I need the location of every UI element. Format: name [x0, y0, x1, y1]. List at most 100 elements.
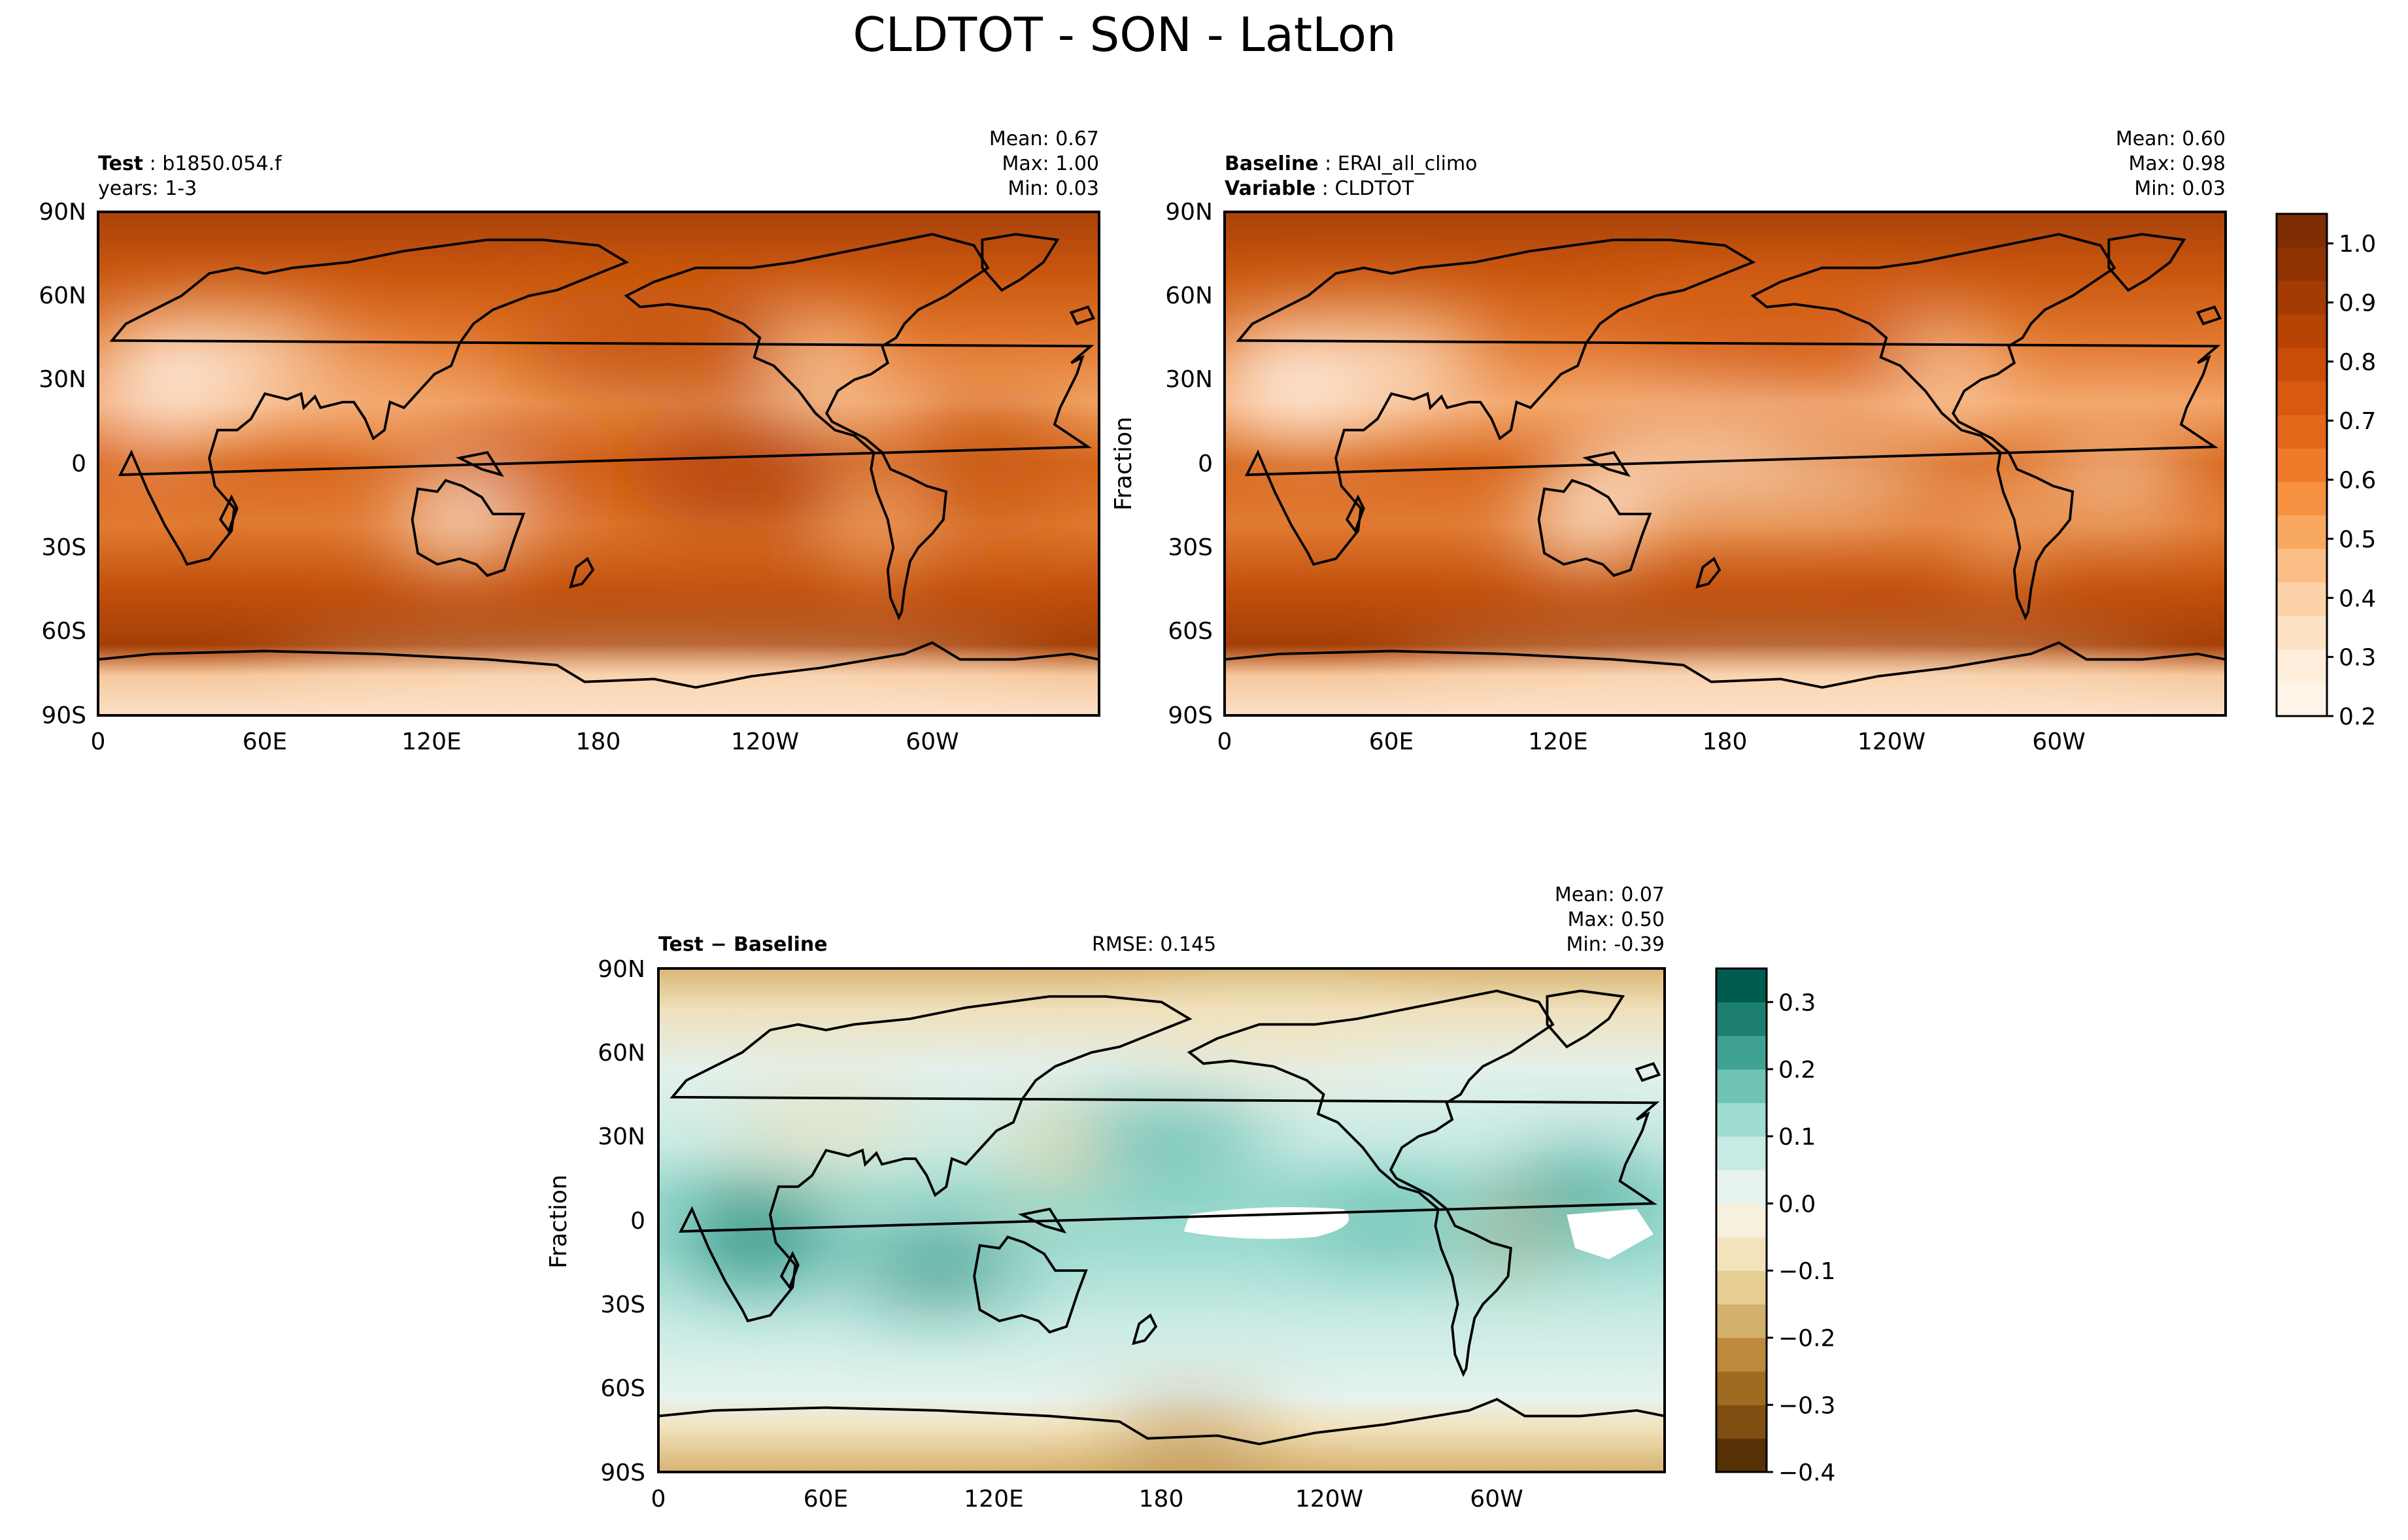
baseline-lat-tick: 60N: [1165, 282, 1213, 309]
baseline-max: Max: 0.98: [2129, 152, 2226, 175]
baseline-lon-tick: 60E: [1369, 728, 1414, 755]
colorbar-diff-tick-label: 0.2: [1778, 1057, 1816, 1084]
colorbar-diff-band: [1716, 1002, 1767, 1036]
test-mean: Mean: 0.67: [989, 128, 1099, 150]
colorbar-top-band: [2277, 682, 2327, 717]
baseline-min: Min: 0.03: [2134, 177, 2226, 200]
colorbar-diff-band: [1716, 1438, 1767, 1473]
test-min: Min: 0.03: [1008, 177, 1099, 200]
panel-baseline: Baseline : ERAI_all_climo Variable : CLD…: [1110, 128, 2227, 755]
baseline-lat-ticks: 90N 60N 30N 0 30S 60S 90S: [1165, 199, 1213, 729]
colorbar-top-tick-label: 0.3: [2339, 645, 2376, 672]
baseline-variable-key: Variable: [1225, 177, 1315, 200]
baseline-label-key: Baseline: [1225, 152, 1319, 175]
test-lat-tick: 30S: [41, 534, 86, 561]
baseline-lat-tick: 60S: [1168, 618, 1213, 645]
diff-max: Max: 0.50: [1568, 908, 1665, 931]
colorbar-top-band: [2277, 649, 2327, 683]
test-years: years: 1-3: [98, 177, 197, 200]
colorbar-top-tick-label: 0.6: [2339, 468, 2376, 494]
colorbar-diff-band: [1716, 968, 1767, 1002]
diff-rmse: RMSE: 0.145: [1092, 933, 1216, 956]
colorbar-diff-tick-label: 0.3: [1778, 989, 1816, 1016]
diff-lon-tick: 120W: [1295, 1486, 1363, 1513]
test-lat-tick: 60N: [39, 282, 86, 309]
colorbar-diff-band: [1716, 1170, 1767, 1204]
colorbar-diff-band: [1716, 1136, 1767, 1171]
colorbar-top: 0.2 0.3 0.4 0.5 0.6 0.7 0.8 0.9 1.0: [2275, 213, 2376, 730]
test-lat-tick: 90S: [41, 702, 86, 729]
colorbar-top-band: [2277, 214, 2327, 248]
colorbar-diff-tick-label: 0.1: [1778, 1124, 1816, 1151]
panel-diff: Test − Baseline RMSE: 0.145 Mean: 0.07 M…: [545, 883, 1666, 1513]
baseline-lon-ticks: 0 60E 120E 180 120W 60W: [1217, 728, 2086, 755]
colorbar-top-band: [2277, 381, 2327, 415]
colorbar-diff-band: [1716, 1069, 1767, 1103]
test-lat-tick: 60S: [41, 618, 86, 645]
colorbar-top-ticks: 0.2 0.3 0.4 0.5 0.6 0.7 0.8 0.9 1.0: [2327, 231, 2376, 730]
baseline-lon-tick: 120E: [1528, 728, 1587, 755]
colorbar-diff-tick-label: −0.4: [1778, 1460, 1835, 1486]
baseline-mean: Mean: 0.60: [2116, 128, 2226, 150]
colorbar-diff: 0.3 0.2 0.1 0.0 −0.1 −0.2 −0.3 −0.4: [1715, 967, 1835, 1486]
test-lon-ticks: 0 60E 120E 180 120W 60W: [91, 728, 959, 755]
colorbar-diff-ticks: 0.3 0.2 0.1 0.0 −0.1 −0.2 −0.3 −0.4: [1767, 989, 1835, 1486]
diff-lat-tick: 90N: [598, 956, 645, 983]
diff-ylabel: Fraction: [545, 1174, 572, 1269]
colorbar-top-band: [2277, 247, 2327, 281]
colorbar-diff-tick-label: −0.3: [1778, 1392, 1835, 1419]
test-lon-tick: 120W: [731, 728, 799, 755]
baseline-ylabel: Fraction: [1110, 417, 1137, 511]
colorbar-diff-band: [1716, 1405, 1767, 1439]
panel-test: Test : b1850.054.f years: 1-3 Mean: 0.67…: [39, 128, 1100, 755]
diff-lat-ticks: 90N 60N 30N 0 30S 60S 90S: [598, 956, 645, 1486]
colorbar-top-band: [2277, 281, 2327, 315]
diff-map: [657, 967, 1666, 1473]
colorbar-top-tick-label: 0.5: [2339, 526, 2376, 553]
test-lon-tick: 60W: [906, 728, 958, 755]
test-lat-tick: 90N: [39, 199, 86, 226]
svg-text:Test : b1850.054.f: Test : b1850.054.f: [98, 152, 282, 175]
test-lon-tick: 120E: [401, 728, 461, 755]
colorbar-top-band: [2277, 481, 2327, 516]
colorbar-top-band: [2277, 415, 2327, 449]
test-lon-tick: 60E: [243, 728, 288, 755]
svg-text:Baseline : ERAI_all_climo: Baseline : ERAI_all_climo: [1225, 152, 1478, 175]
colorbar-diff-tick-label: −0.2: [1778, 1326, 1835, 1352]
diff-lat-tick: 0: [630, 1208, 645, 1235]
baseline-lat-tick: 90N: [1165, 199, 1213, 226]
baseline-lon-tick: 180: [1703, 728, 1748, 755]
test-label-value: b1850.054.f: [162, 152, 282, 175]
colorbar-top-tick-label: 0.7: [2339, 408, 2376, 435]
colorbar-top-tick-label: 1.0: [2339, 231, 2376, 258]
diff-lon-tick: 60E: [804, 1486, 849, 1513]
diff-lat-tick: 30S: [600, 1292, 645, 1318]
colorbar-diff-band: [1716, 1371, 1767, 1405]
colorbar-diff-bands: [1716, 968, 1767, 1473]
test-lat-tick: 30N: [39, 366, 86, 393]
colorbar-top-band: [2277, 448, 2327, 483]
colorbar-top-band: [2277, 549, 2327, 583]
test-map: [97, 211, 1100, 717]
test-lat-tick: 0: [71, 451, 86, 477]
diff-lon-tick: 60W: [1470, 1486, 1523, 1513]
baseline-lat-tick: 90S: [1168, 702, 1213, 729]
baseline-label-value: ERAI_all_climo: [1338, 152, 1478, 175]
colorbar-top-tick-label: 0.8: [2339, 349, 2376, 376]
figure-title: CLDTOT - SON - LatLon: [853, 7, 1396, 62]
diff-lon-tick: 180: [1139, 1486, 1184, 1513]
diff-lon-tick: 120E: [964, 1486, 1023, 1513]
colorbar-diff-band: [1716, 1337, 1767, 1372]
colorbar-top-tick-label: 0.9: [2339, 290, 2376, 317]
diff-min: Min: -0.39: [1567, 933, 1665, 956]
diff-title: Test − Baseline: [658, 933, 828, 956]
baseline-map: [1223, 211, 2227, 717]
diff-lat-tick: 60S: [600, 1375, 645, 1402]
colorbar-top-band: [2277, 314, 2327, 349]
colorbar-top-band: [2277, 347, 2327, 382]
baseline-variable-value: CLDTOT: [1334, 177, 1414, 200]
baseline-lon-tick: 0: [1217, 728, 1232, 755]
colorbar-top-tick-label: 0.4: [2339, 585, 2376, 612]
colorbar-diff-band: [1716, 1237, 1767, 1271]
